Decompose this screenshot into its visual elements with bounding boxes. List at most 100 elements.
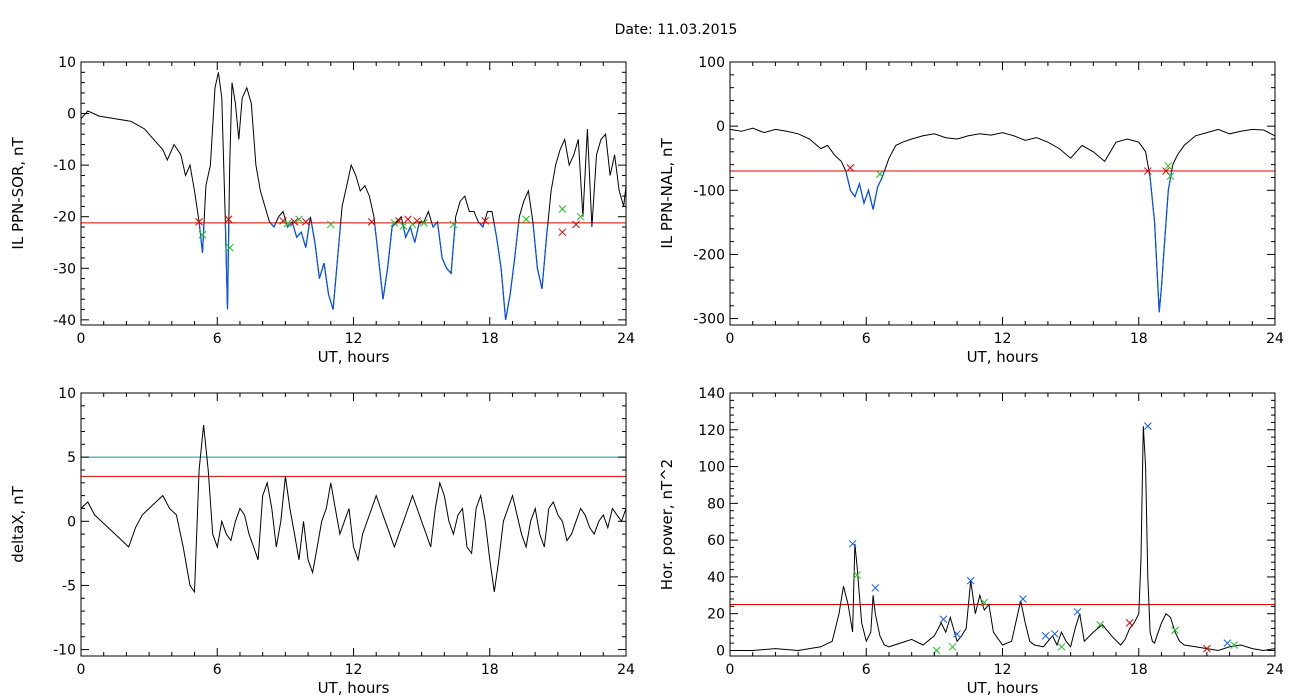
y-axis-label: IL PPN-NAL, nT [658, 138, 676, 249]
marker-16 [413, 216, 421, 225]
y-tick-label: -200 [693, 247, 725, 263]
plot-frame [729, 61, 1276, 326]
marker-2 [224, 215, 233, 224]
y-tick-label: 10 [58, 55, 76, 71]
y-axis-label: IL PPN-SOR, nT [9, 137, 27, 250]
marker-6 [953, 630, 961, 638]
marker-20 [522, 215, 530, 224]
data-line-below-threshold [198, 222, 593, 320]
y-tick-label: -5 [62, 578, 76, 594]
x-tick-label: 12 [994, 331, 1012, 347]
marker-5 [283, 219, 292, 228]
marker-19 [1223, 639, 1232, 647]
x-tick-label: 12 [345, 662, 363, 678]
plot-frame [80, 392, 627, 657]
marker-4 [1164, 162, 1173, 170]
x-axis-label: UT, hours [318, 679, 390, 697]
marker-11 [1050, 630, 1059, 638]
y-tick-label: 10 [58, 386, 76, 402]
marker-7 [966, 576, 975, 585]
plot-frame [80, 61, 627, 326]
marker-22 [558, 228, 567, 237]
x-tick-label: 0 [77, 662, 86, 678]
panel-deltax: 0 6 12 18 24 -10 -5 0 5 10 UT, hours deltaX, nT [9, 386, 635, 697]
marker-3 [225, 243, 234, 252]
marker-13 [399, 222, 408, 230]
y-tick-label: -20 [53, 210, 76, 226]
data-line-below-threshold [845, 171, 1173, 313]
data-line [81, 425, 626, 594]
marker-14 [1096, 620, 1104, 629]
y-tick-label: 60 [707, 533, 725, 549]
marker-11 [390, 219, 399, 227]
y-tick-label: 40 [707, 570, 725, 586]
x-tick-label: 6 [862, 331, 871, 347]
y-axis-label: Hor. power, nT^2 [658, 459, 676, 590]
y-tick-label: -10 [53, 643, 76, 659]
marker-18 [449, 220, 458, 229]
x-tick-label: 6 [213, 331, 222, 347]
x-tick-label: 24 [617, 662, 635, 678]
marker-12 [1057, 642, 1066, 651]
marker-6 [290, 218, 299, 226]
marker-4 [279, 216, 287, 225]
y-tick-label: 0 [67, 107, 76, 123]
x-tick-label: 18 [1130, 662, 1148, 678]
x-tick-label: 18 [1130, 331, 1148, 347]
marker-24 [576, 212, 585, 221]
y-tick-label: 20 [707, 607, 725, 623]
y-tick-label: -30 [53, 261, 76, 277]
panel-il_sor: 0 6 12 18 24 -40 -30 -20 -10 0 10 UT, hours IL PPN-S… [9, 55, 635, 366]
y-tick-label: 100 [698, 55, 725, 71]
panel-il_nal: 0 6 12 18 24 -300 -200 -100 0 100 UT, hours IL PPN-… [658, 55, 1284, 366]
y-tick-label: 80 [707, 496, 725, 512]
marker-8 [301, 218, 310, 226]
marker-5 [948, 642, 957, 651]
marker-2 [871, 584, 880, 592]
y-tick-label: 120 [698, 423, 725, 439]
marker-20 [1230, 641, 1238, 649]
marker-10 [367, 218, 376, 226]
y-tick-label: -300 [693, 312, 725, 328]
y-tick-label: 100 [698, 460, 725, 476]
y-tick-label: -10 [53, 158, 76, 174]
y-tick-label: 0 [716, 119, 725, 135]
x-axis-label: UT, hours [967, 679, 1039, 697]
marker-1 [876, 170, 884, 179]
x-tick-label: 24 [1266, 331, 1284, 347]
marker-0 [848, 539, 857, 548]
marker-1 [198, 230, 207, 239]
x-tick-label: 24 [617, 331, 635, 347]
x-tick-label: 12 [345, 331, 363, 347]
x-tick-label: 18 [481, 331, 499, 347]
marker-16 [1143, 422, 1152, 430]
y-tick-label: 5 [67, 450, 76, 466]
x-tick-label: 24 [1266, 662, 1284, 678]
marker-19 [481, 216, 490, 225]
marker-1 [853, 571, 862, 579]
marker-8 [980, 598, 989, 607]
marker-15 [408, 220, 417, 229]
marker-0 [195, 218, 203, 226]
y-tick-label: 140 [698, 386, 725, 402]
marker-0 [846, 163, 855, 172]
marker-17 [420, 219, 428, 227]
marker-5 [1166, 172, 1175, 181]
marker-9 [326, 220, 335, 229]
marker-10 [1041, 631, 1050, 640]
x-tick-label: 0 [77, 331, 86, 347]
marker-15 [1125, 619, 1134, 627]
x-tick-label: 12 [994, 662, 1012, 678]
marker-4 [939, 615, 948, 624]
marker-18 [1203, 644, 1211, 653]
figure-title: Date: 11.03.2015 [615, 22, 738, 38]
data-line [730, 127, 1275, 313]
panel-hor_power: 0 6 12 18 24 0 20 40 60 80 100 120 140 UT, hours Hor. … [658, 386, 1284, 697]
marker-2 [1143, 167, 1152, 175]
y-tick-label: 0 [716, 643, 725, 659]
x-tick-label: 6 [862, 662, 871, 678]
x-axis-label: UT, hours [318, 348, 390, 366]
y-tick-label: 0 [67, 514, 76, 530]
x-tick-label: 18 [481, 662, 499, 678]
